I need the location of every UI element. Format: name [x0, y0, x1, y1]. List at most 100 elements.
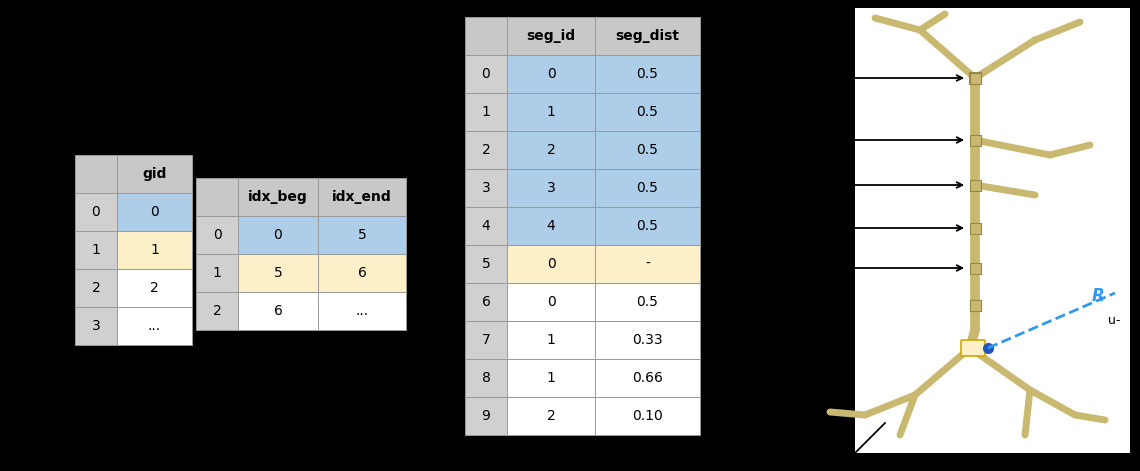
Bar — [595, 17, 700, 55]
Bar — [969, 135, 980, 146]
Bar — [465, 245, 507, 283]
Text: 1: 1 — [212, 266, 221, 280]
Text: 6: 6 — [358, 266, 366, 280]
Bar — [238, 178, 318, 216]
Text: 6: 6 — [481, 295, 490, 309]
Text: 2: 2 — [150, 281, 158, 295]
Text: 1: 1 — [546, 333, 555, 347]
Text: 1: 1 — [481, 105, 490, 119]
Text: 1: 1 — [546, 371, 555, 385]
Text: 2: 2 — [546, 409, 555, 423]
Bar — [238, 216, 318, 254]
Bar — [969, 222, 980, 234]
Bar — [196, 178, 238, 216]
Bar — [75, 231, 117, 269]
Bar — [465, 55, 507, 93]
Text: 0.5: 0.5 — [636, 295, 659, 309]
Bar — [964, 342, 976, 354]
Text: 0.5: 0.5 — [636, 181, 659, 195]
Bar — [595, 131, 700, 169]
Bar — [507, 245, 595, 283]
Text: 0.5: 0.5 — [636, 105, 659, 119]
Text: 3: 3 — [546, 181, 555, 195]
Bar — [595, 321, 700, 359]
Bar — [318, 254, 406, 292]
Bar — [196, 254, 238, 292]
Bar — [595, 93, 700, 131]
Bar — [117, 307, 192, 345]
Text: 0: 0 — [274, 228, 283, 242]
Bar — [507, 359, 595, 397]
Text: 1: 1 — [546, 105, 555, 119]
Bar — [595, 169, 700, 207]
Bar — [507, 207, 595, 245]
Text: 0.66: 0.66 — [632, 371, 663, 385]
Text: 0.10: 0.10 — [632, 409, 662, 423]
Bar — [507, 93, 595, 131]
Bar — [238, 292, 318, 330]
Bar — [465, 131, 507, 169]
Text: 4: 4 — [481, 219, 490, 233]
Bar — [117, 269, 192, 307]
Bar — [465, 17, 507, 55]
Bar — [117, 193, 192, 231]
Bar — [507, 131, 595, 169]
Text: 0.33: 0.33 — [633, 333, 662, 347]
Text: 0.5: 0.5 — [636, 67, 659, 81]
Text: 7: 7 — [481, 333, 490, 347]
Text: 0.5: 0.5 — [636, 143, 659, 157]
Text: 0: 0 — [213, 228, 221, 242]
Bar — [318, 216, 406, 254]
Bar — [196, 216, 238, 254]
Text: 0: 0 — [150, 205, 158, 219]
Bar — [318, 178, 406, 216]
Bar — [595, 283, 700, 321]
Text: 5: 5 — [274, 266, 283, 280]
Text: u-: u- — [1108, 314, 1121, 326]
Bar — [969, 72, 982, 84]
Bar — [117, 155, 192, 193]
Text: 0: 0 — [91, 205, 100, 219]
Text: ...: ... — [356, 304, 368, 318]
Bar — [465, 207, 507, 245]
Bar — [196, 292, 238, 330]
Bar — [595, 207, 700, 245]
Bar — [507, 397, 595, 435]
Text: 0: 0 — [546, 257, 555, 271]
Bar — [595, 397, 700, 435]
Bar — [75, 155, 117, 193]
Bar — [117, 231, 192, 269]
Text: 6: 6 — [274, 304, 283, 318]
Text: gid: gid — [142, 167, 166, 181]
Bar — [969, 300, 980, 310]
Text: 3: 3 — [481, 181, 490, 195]
Text: 0: 0 — [546, 295, 555, 309]
Bar — [969, 179, 980, 190]
Bar — [465, 359, 507, 397]
Text: ...: ... — [148, 319, 161, 333]
Bar — [238, 254, 318, 292]
Bar — [595, 245, 700, 283]
Text: R: R — [1092, 287, 1105, 305]
Bar — [969, 262, 980, 274]
Bar — [855, 8, 1130, 453]
Bar — [318, 292, 406, 330]
Bar — [595, 359, 700, 397]
Text: 3: 3 — [91, 319, 100, 333]
Text: seg_id: seg_id — [527, 29, 576, 43]
Text: -: - — [645, 257, 650, 271]
Bar — [465, 169, 507, 207]
Text: 1: 1 — [91, 243, 100, 257]
Text: 0: 0 — [481, 67, 490, 81]
Bar — [507, 55, 595, 93]
Bar — [465, 283, 507, 321]
Text: 9: 9 — [481, 409, 490, 423]
Text: 0.5: 0.5 — [636, 219, 659, 233]
Text: 5: 5 — [358, 228, 366, 242]
Bar — [507, 169, 595, 207]
Text: 0: 0 — [546, 67, 555, 81]
Bar — [507, 283, 595, 321]
Text: 8: 8 — [481, 371, 490, 385]
Text: 1: 1 — [150, 243, 158, 257]
Bar — [465, 321, 507, 359]
